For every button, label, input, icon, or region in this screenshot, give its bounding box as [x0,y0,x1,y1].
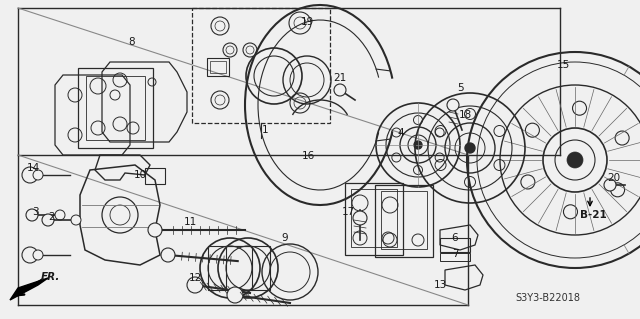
Circle shape [447,99,459,111]
Bar [381,191,427,249]
Circle shape [33,250,43,260]
Polygon shape [10,278,48,300]
Text: 20: 20 [607,173,621,183]
Text: 4: 4 [397,128,404,138]
Circle shape [567,152,583,168]
Circle shape [33,170,43,180]
Text: 9: 9 [282,233,288,243]
Bar [207,58,229,76]
Circle shape [22,247,38,263]
Bar [145,168,165,184]
Circle shape [42,214,54,226]
Bar [226,246,270,290]
Text: B-21: B-21 [580,210,606,220]
Text: 21: 21 [333,73,347,83]
Circle shape [414,141,422,149]
Text: 18: 18 [458,110,472,120]
Circle shape [71,215,81,225]
Bar [440,253,470,261]
Text: FR.: FR. [40,272,60,282]
Text: S3Y3-B22018: S3Y3-B22018 [515,293,580,303]
Text: 13: 13 [433,280,447,290]
Bar [345,183,403,255]
Bar [440,238,470,252]
Circle shape [161,248,175,262]
Text: 3: 3 [32,207,38,217]
Circle shape [26,209,38,221]
Bar [210,61,226,73]
Bar [375,185,433,257]
Text: 5: 5 [457,83,463,93]
Bar [208,246,252,290]
Bar [78,68,153,148]
Text: 10: 10 [133,170,147,180]
Circle shape [604,179,616,191]
Bar [192,8,330,123]
Text: 11: 11 [184,217,196,227]
Circle shape [334,84,346,96]
Text: 17: 17 [341,207,355,217]
Text: 6: 6 [452,233,458,243]
Text: 7: 7 [452,249,458,259]
Text: 14: 14 [26,163,40,173]
Circle shape [187,277,203,293]
Circle shape [227,287,243,303]
Circle shape [148,223,162,237]
Circle shape [353,211,367,225]
Circle shape [22,167,38,183]
Bar [86,76,145,140]
Circle shape [55,210,65,220]
Text: 8: 8 [129,37,135,47]
Circle shape [465,143,475,153]
Text: 2: 2 [49,212,55,222]
Text: 19: 19 [300,17,314,27]
Text: 12: 12 [188,273,202,283]
Text: 1: 1 [262,125,268,135]
Text: 15: 15 [556,60,570,70]
Bar [351,189,397,247]
Text: 16: 16 [301,151,315,161]
